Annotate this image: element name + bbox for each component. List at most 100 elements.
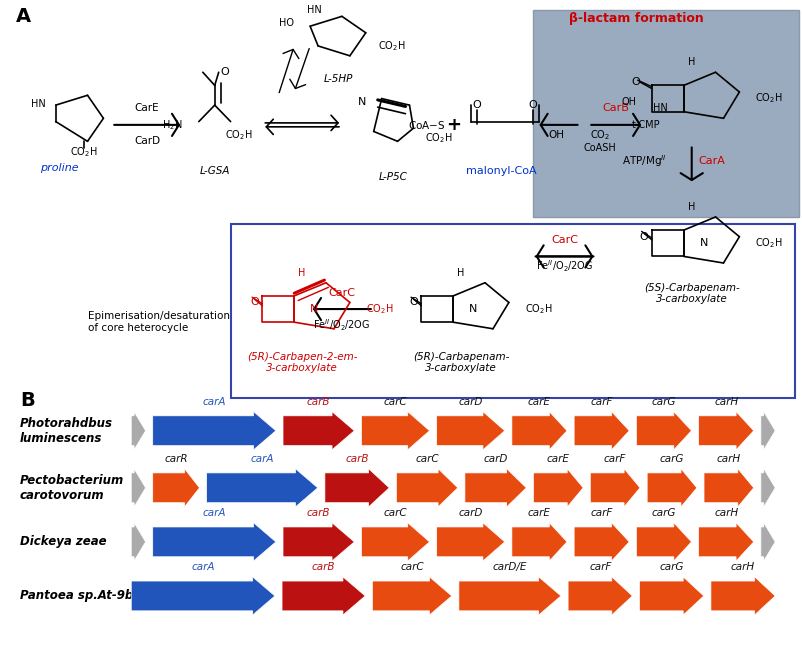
Text: carD: carD (458, 397, 482, 407)
Text: carF: carF (589, 397, 612, 407)
FancyArrow shape (206, 468, 318, 507)
Text: N: N (357, 97, 366, 107)
FancyArrow shape (464, 468, 525, 507)
Text: HN: HN (31, 99, 47, 109)
FancyArrow shape (573, 411, 629, 450)
Text: O: O (220, 67, 229, 77)
Text: (5R)-Carbapenam-
3-carboxylate: (5R)-Carbapenam- 3-carboxylate (412, 352, 508, 373)
Text: carE: carE (528, 397, 550, 407)
Text: carA: carA (250, 454, 273, 464)
Text: carA: carA (191, 562, 215, 572)
Text: CO$_2$H: CO$_2$H (225, 128, 252, 142)
FancyArrow shape (436, 411, 504, 450)
Text: +: + (445, 116, 460, 134)
Text: HN: HN (306, 5, 321, 15)
FancyArrow shape (131, 468, 145, 507)
Text: Photorahdbus
luminescens: Photorahdbus luminescens (20, 417, 113, 444)
FancyArrow shape (710, 577, 774, 615)
Text: carD: carD (458, 508, 482, 518)
Text: carH: carH (716, 454, 740, 464)
Text: Pantoea sp.At-9b: Pantoea sp.At-9b (20, 589, 133, 602)
Text: (5S)-Carbapenam-
3-carboxylate: (5S)-Carbapenam- 3-carboxylate (643, 283, 739, 304)
Text: H: H (298, 268, 306, 278)
FancyArrow shape (635, 411, 691, 450)
FancyArrow shape (361, 411, 429, 450)
FancyBboxPatch shape (230, 224, 794, 398)
Text: carH: carH (713, 508, 737, 518)
Text: carF: carF (603, 454, 626, 464)
FancyArrow shape (282, 577, 365, 615)
Text: O: O (528, 100, 537, 110)
Text: CarE: CarE (135, 104, 160, 113)
Text: CarC: CarC (550, 235, 577, 245)
Text: carC: carC (415, 454, 439, 464)
Text: Fe$^{II}$/O$_2$/2OG: Fe$^{II}$/O$_2$/2OG (535, 259, 593, 274)
Text: carB: carB (306, 397, 330, 407)
FancyArrow shape (646, 468, 696, 507)
Text: carG: carG (658, 562, 683, 572)
Text: CoASH: CoASH (583, 143, 616, 153)
Text: H: H (687, 202, 695, 212)
Text: O: O (408, 298, 417, 307)
Text: L-GSA: L-GSA (199, 166, 229, 176)
Text: L-5HP: L-5HP (323, 74, 352, 84)
FancyArrow shape (131, 577, 274, 615)
FancyArrow shape (511, 523, 566, 561)
Text: t-CMP: t-CMP (631, 120, 660, 130)
FancyArrow shape (567, 577, 631, 615)
Text: HN: HN (652, 104, 666, 113)
FancyArrow shape (152, 411, 276, 450)
Text: Dickeya zeae: Dickeya zeae (20, 535, 107, 549)
FancyArrow shape (131, 411, 145, 450)
Text: carF: carF (589, 562, 610, 572)
Text: Pectobacterium
carotovorum: Pectobacterium carotovorum (20, 474, 124, 502)
Text: carH: carH (713, 397, 737, 407)
FancyArrow shape (282, 523, 354, 561)
Text: O: O (631, 77, 640, 87)
Text: CO$_2$: CO$_2$ (589, 128, 610, 142)
FancyArrow shape (698, 411, 753, 450)
Text: carD/E: carD/E (492, 562, 526, 572)
Text: O: O (249, 298, 258, 307)
Text: carC: carC (399, 562, 423, 572)
Text: carR: carR (164, 454, 188, 464)
Text: A: A (16, 7, 31, 26)
FancyBboxPatch shape (532, 10, 798, 217)
Text: CO$_2$H: CO$_2$H (377, 39, 405, 53)
Text: carH: carH (730, 562, 754, 572)
Text: OH: OH (620, 97, 635, 107)
Text: (5R)-Carbapen-2-em-
3-carboxylate: (5R)-Carbapen-2-em- 3-carboxylate (246, 352, 357, 373)
Text: carE: carE (546, 454, 569, 464)
Text: H: H (687, 58, 695, 67)
Text: CO$_2$H: CO$_2$H (525, 302, 552, 316)
Text: carB: carB (306, 508, 330, 518)
Text: H: H (457, 268, 464, 278)
Text: CarA: CarA (697, 156, 724, 166)
FancyArrow shape (573, 523, 629, 561)
Text: carG: carG (651, 508, 675, 518)
Text: carE: carE (528, 508, 550, 518)
FancyArrow shape (589, 468, 639, 507)
Text: carA: carA (202, 508, 225, 518)
Text: H$_2$N: H$_2$N (162, 118, 183, 132)
FancyArrow shape (152, 523, 276, 561)
Text: carC: carC (383, 397, 407, 407)
Text: β-lactam formation: β-lactam formation (568, 12, 703, 25)
Text: CO$_2$H: CO$_2$H (70, 146, 97, 159)
FancyArrow shape (760, 468, 774, 507)
Text: L-P5C: L-P5C (379, 173, 407, 182)
FancyArrow shape (760, 523, 774, 561)
Text: carG: carG (659, 454, 683, 464)
FancyArrow shape (698, 523, 753, 561)
FancyArrow shape (372, 577, 452, 615)
FancyArrow shape (152, 468, 199, 507)
Text: carF: carF (589, 508, 612, 518)
Text: B: B (20, 391, 34, 410)
Text: CO$_2$H: CO$_2$H (755, 236, 782, 250)
Text: malonyl-CoA: malonyl-CoA (465, 166, 536, 176)
Text: N: N (468, 304, 476, 314)
Text: O: O (472, 100, 481, 110)
FancyArrow shape (131, 523, 145, 561)
FancyArrow shape (760, 411, 774, 450)
Text: carB: carB (311, 562, 335, 572)
